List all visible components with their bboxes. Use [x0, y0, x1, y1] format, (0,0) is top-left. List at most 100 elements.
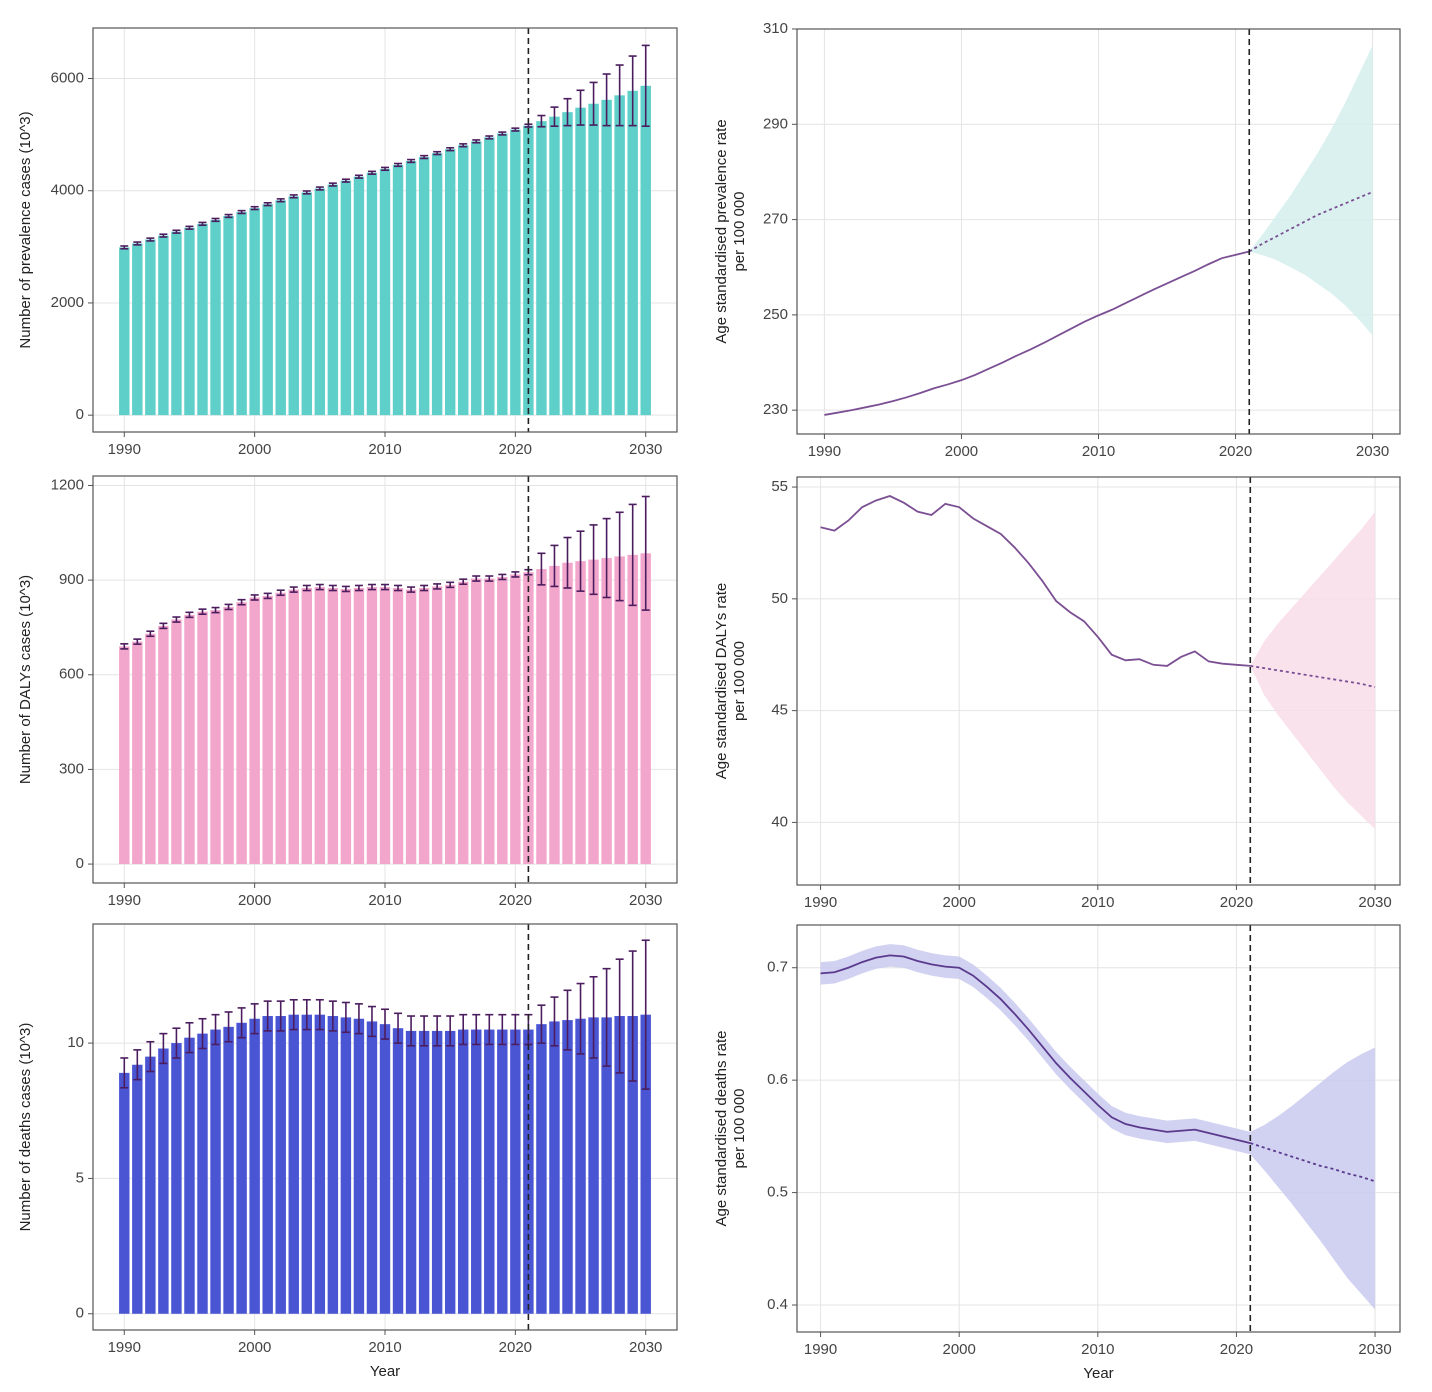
bar [197, 1033, 208, 1314]
error-bar [472, 139, 481, 144]
error-bar [263, 201, 272, 207]
error-bar [224, 213, 233, 219]
x-tick-label: 2010 [1082, 443, 1115, 460]
x-tick-label: 2010 [368, 1339, 401, 1356]
bar [340, 588, 352, 865]
error-bar [328, 1000, 337, 1032]
bar [458, 1029, 469, 1314]
error-bar [407, 1015, 416, 1047]
bar [510, 574, 521, 865]
error-bar [120, 245, 129, 250]
bar [236, 1022, 247, 1314]
bar [588, 559, 599, 865]
error-bar [211, 1013, 220, 1046]
bar [132, 243, 143, 416]
bar [145, 239, 156, 416]
bar [523, 1029, 534, 1314]
error-bar [198, 1017, 207, 1050]
bar [627, 554, 638, 865]
bar [119, 1072, 130, 1314]
error-bar [602, 967, 611, 1067]
bar [614, 556, 625, 865]
bar [366, 172, 378, 416]
y-tick-label: 0 [76, 855, 84, 872]
bar [314, 1014, 326, 1314]
bar [301, 1014, 312, 1314]
bar [158, 235, 169, 416]
bar [184, 227, 195, 416]
bar [223, 215, 234, 416]
x-tick-label: 2030 [1356, 443, 1389, 460]
bar [379, 168, 391, 416]
error-bar [237, 209, 246, 215]
bar [431, 1030, 443, 1314]
bar [353, 1018, 365, 1314]
error-bar [263, 592, 272, 600]
bar [562, 562, 573, 865]
error-bar [185, 225, 194, 230]
error-bar [328, 584, 337, 592]
y-tick-label: 2000 [51, 294, 84, 311]
bar [601, 1017, 612, 1314]
error-bar [394, 1012, 403, 1044]
plot-frame [796, 28, 1401, 435]
error-bar [472, 1013, 481, 1046]
bar [471, 1029, 482, 1314]
y-tick-label: 50 [771, 590, 788, 607]
y-axis-title: Number of DALYs cases (10^3) [17, 575, 34, 784]
y-axis-title: Number of deaths cases (10^3) [17, 1023, 34, 1232]
error-bar [185, 1021, 194, 1054]
bar [627, 90, 638, 416]
observed-line [820, 954, 1251, 1144]
error-bar [615, 64, 624, 127]
y-tick-label: 0.7 [767, 959, 788, 976]
bar [366, 1021, 378, 1314]
error-bar [641, 495, 650, 611]
bar [353, 176, 365, 416]
observed-line [824, 250, 1250, 416]
bar [640, 553, 651, 865]
error-bar [146, 630, 155, 638]
error-bar [276, 589, 285, 597]
x-tick-label: 2030 [1358, 894, 1391, 911]
error-bar [172, 616, 181, 623]
x-tick-label: 2020 [499, 1339, 532, 1356]
y-tick-label: 5 [76, 1169, 84, 1186]
bar [119, 247, 130, 416]
y-tick-label: 600 [59, 666, 84, 683]
error-bar [628, 55, 637, 127]
bar [158, 1048, 169, 1314]
bar [444, 149, 456, 416]
bar [588, 103, 599, 416]
y-tick-label: 10 [67, 1034, 84, 1051]
y-tick-label: 290 [763, 115, 788, 132]
x-tick-label: 2030 [629, 1339, 662, 1356]
bar [484, 137, 495, 416]
error-bar [602, 517, 611, 599]
error-bar [589, 975, 598, 1059]
error-bar [211, 217, 220, 223]
confidence-band [1250, 1047, 1376, 1310]
y-tick-label: 6000 [51, 69, 84, 86]
error-bar [381, 166, 389, 172]
bar [275, 1016, 286, 1314]
bar [171, 1043, 182, 1314]
error-bar [537, 1004, 546, 1044]
error-bar [615, 511, 624, 602]
y-tick-label: 230 [763, 401, 788, 418]
bar [249, 208, 260, 416]
y-axis-title: per 100 000 [731, 191, 748, 271]
bar [627, 1016, 638, 1314]
bar [444, 1030, 456, 1314]
error-bar [354, 584, 363, 592]
error-bar [172, 1027, 181, 1059]
bar [210, 610, 221, 865]
error-bar [537, 114, 546, 128]
bar [236, 212, 247, 416]
bar [575, 107, 586, 416]
error-bar [224, 603, 233, 611]
error-bar [420, 584, 429, 592]
bar [210, 1029, 221, 1314]
error-bar [120, 1057, 129, 1089]
